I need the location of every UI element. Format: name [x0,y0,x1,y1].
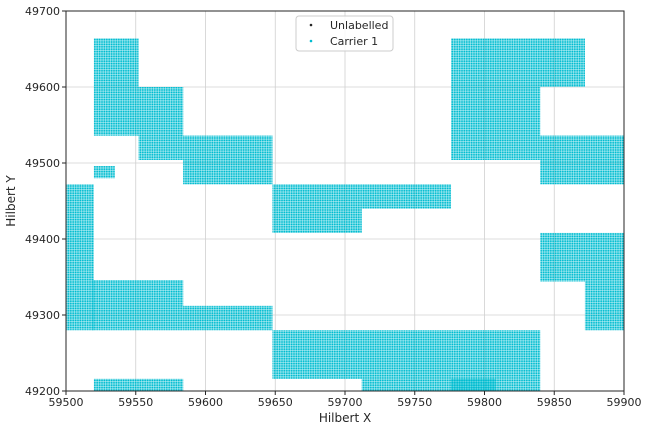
x-axis-label: Hilbert X [319,411,371,425]
y-tick-label: 49600 [25,81,60,94]
point-cluster-fill [540,232,624,282]
x-tick-label: 59700 [328,396,363,409]
point-cluster [540,232,624,282]
x-axis-ticks: 59500 59550 59600 59650 59700 59750 59800 59850… [49,391,642,409]
point-cluster-fill [183,305,273,331]
point-cluster [183,135,273,185]
point-cluster [272,330,541,379]
point-cluster [584,281,624,331]
point-cluster-fill [93,166,115,179]
y-axis-ticks: 49200 49300 49400 49500 49600 49700 [25,5,66,398]
y-tick-label: 49200 [25,385,60,398]
y-tick-label: 49500 [25,157,60,170]
legend-label-carrier-1: Carrier 1 [330,35,378,48]
y-tick-label: 49300 [25,309,60,322]
x-tick-label: 59650 [258,396,293,409]
legend: Unlabelled Carrier 1 [295,15,394,52]
x-tick-label: 59900 [607,396,642,409]
y-tick-label: 49400 [25,233,60,246]
x-tick-label: 59800 [467,396,502,409]
point-cluster [93,166,115,179]
legend-label-unlabelled: Unlabelled [330,19,388,32]
x-tick-label: 59850 [537,396,572,409]
point-cluster [272,184,362,233]
point-cluster [183,305,273,331]
point-cluster-fill [451,38,585,87]
y-tick-label: 49700 [25,5,60,18]
point-cluster [92,280,184,331]
point-cluster-fill [66,184,94,331]
y-axis-label: Hilbert Y [4,175,18,227]
point-cluster [451,38,585,87]
point-cluster [93,38,139,136]
point-cluster-fill [92,280,184,331]
point-cluster-fill [138,87,184,160]
legend-box [295,15,394,52]
point-cluster-fill [451,87,541,160]
point-cluster-fill [584,281,624,331]
point-cluster [540,135,624,185]
point-cluster-fill [451,378,541,391]
point-cluster-fill [183,135,273,185]
point-cluster-fill [93,378,184,391]
point-cluster [361,184,452,209]
x-tick-label: 59750 [397,396,432,409]
point-cluster [66,184,94,331]
x-tick-label: 59500 [49,396,84,409]
legend-marker-unlabelled [309,23,313,27]
data-points [66,38,624,391]
point-cluster-fill [272,184,362,233]
point-cluster [138,87,184,160]
point-cluster-fill [361,184,452,209]
point-cluster-fill [93,38,139,136]
point-cluster-fill [540,135,624,185]
legend-marker-carrier-1 [309,39,313,43]
point-cluster [93,378,184,391]
point-cluster [451,378,541,391]
point-cluster [451,87,541,160]
point-cluster-fill [272,330,541,379]
x-tick-label: 59550 [118,396,153,409]
x-tick-label: 59600 [188,396,223,409]
